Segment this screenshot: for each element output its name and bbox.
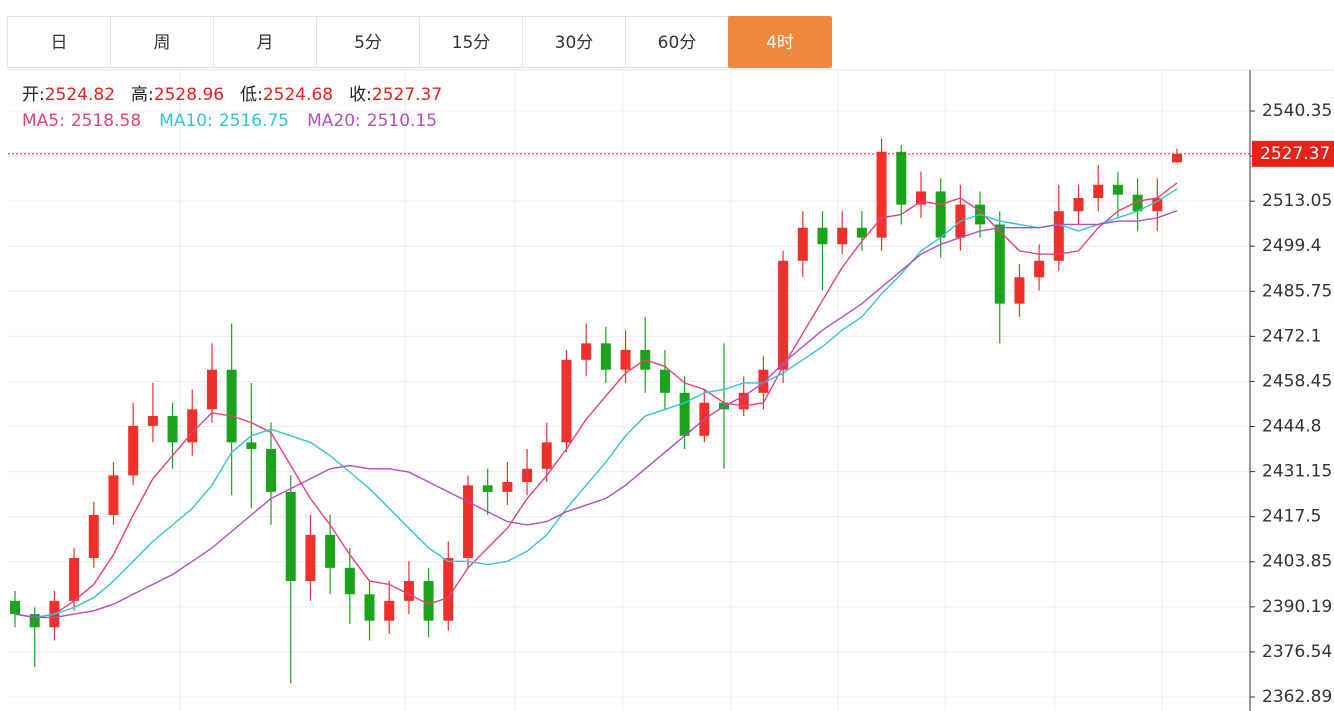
ma-line <box>14 182 1178 619</box>
info-value: 2527.37 <box>372 85 442 105</box>
candle-body <box>738 392 749 410</box>
info-key: 高: <box>131 85 154 105</box>
last-price-box <box>1252 140 1334 167</box>
candle-body <box>896 151 907 205</box>
period-tab[interactable]: 5分 <box>316 16 420 68</box>
candle-body <box>1014 277 1025 304</box>
candle-body <box>69 557 80 601</box>
candle-body <box>1152 198 1163 212</box>
candle-body <box>935 191 946 238</box>
legend-name: MA20: <box>307 111 361 131</box>
candle-body <box>285 491 296 582</box>
period-tab[interactable]: 月 <box>213 16 317 68</box>
candle-body <box>344 567 355 595</box>
legend-value: 2516.75 <box>219 111 289 131</box>
candle-body <box>246 442 257 449</box>
legend-value: 2518.58 <box>71 111 141 131</box>
ohlc-info: 开:2524.82 高:2528.96 低:2524.68 收:2527.37 <box>22 85 442 105</box>
candle-body <box>876 151 887 238</box>
info-key: 收: <box>349 85 372 105</box>
candle-body <box>502 482 513 492</box>
candle-body <box>994 224 1005 304</box>
candle-body <box>600 343 611 370</box>
candle-body <box>915 191 926 205</box>
y-tick-label: 2376.54 <box>1262 642 1332 662</box>
ma-line <box>14 210 1178 619</box>
candle-body <box>167 415 178 443</box>
legend-value: 2510.15 <box>367 111 437 131</box>
candle-body <box>522 468 533 483</box>
candle-body <box>797 227 808 261</box>
candle-body <box>856 227 867 238</box>
candle-body <box>758 369 769 393</box>
candle-body <box>364 594 375 621</box>
last-price-label: 2527.37 <box>1260 144 1330 164</box>
y-tick-label: 2499.4 <box>1262 236 1321 256</box>
period-tab[interactable]: 周 <box>110 16 214 68</box>
info-value: 2524.68 <box>263 85 333 105</box>
legend-name: MA5: <box>22 111 65 131</box>
period-tab[interactable]: 4时 <box>728 16 832 68</box>
period-tab[interactable]: 15分 <box>419 16 523 68</box>
ma-line <box>14 188 1178 619</box>
candle-body <box>1132 194 1143 212</box>
candle-body <box>423 581 434 621</box>
candle-body <box>384 600 395 621</box>
candle-body <box>206 369 217 410</box>
y-tick-label: 2417.5 <box>1262 507 1321 527</box>
candle-body <box>581 343 592 360</box>
candle-body <box>541 442 552 469</box>
candle-body <box>462 485 473 558</box>
info-value: 2528.96 <box>154 85 224 105</box>
candle-body <box>403 581 414 601</box>
candle-body <box>659 369 670 393</box>
candle-body <box>1034 260 1045 278</box>
candle-body <box>305 534 316 582</box>
period-tab[interactable]: 60分 <box>625 16 729 68</box>
candle-body <box>1053 211 1064 261</box>
candle-body <box>561 359 572 443</box>
candle-body <box>817 227 828 245</box>
candle-body <box>29 614 40 628</box>
y-tick-label: 2362.89 <box>1262 687 1332 707</box>
candle-body <box>443 557 454 621</box>
candle-body <box>187 409 198 443</box>
y-tick-label: 2513.05 <box>1262 191 1332 211</box>
candle-body <box>679 392 690 436</box>
candle-body <box>108 475 119 516</box>
candle-body <box>1093 184 1104 199</box>
candle-body <box>88 515 99 558</box>
candle-body <box>837 227 848 245</box>
candle-body <box>778 260 789 370</box>
candle-body <box>1172 153 1182 163</box>
candle-body <box>325 534 336 568</box>
y-tick-label: 2403.85 <box>1262 552 1332 572</box>
y-tick-label: 2444.8 <box>1262 417 1321 437</box>
y-tick-label: 2540.35 <box>1262 101 1332 121</box>
y-tick-label: 2472.1 <box>1262 326 1321 346</box>
info-key: 开: <box>22 85 45 105</box>
candle-body <box>128 425 139 476</box>
info-value: 2524.82 <box>45 85 115 105</box>
candle-body <box>147 415 158 426</box>
candle-body <box>266 448 277 492</box>
ma-info: MA5: 2518.58 MA10: 2516.75 MA20: 2510.15 <box>22 111 437 131</box>
period-tab[interactable]: 日 <box>7 16 111 68</box>
candle-body <box>10 600 20 615</box>
info-key: 低: <box>240 85 263 105</box>
period-tabs: 日周月 5分 15分 30分 60分 4时 <box>7 16 832 68</box>
y-tick-label: 2431.15 <box>1262 462 1332 482</box>
candle-body <box>226 369 237 443</box>
candle-body <box>1073 198 1084 212</box>
period-tab[interactable]: 30分 <box>522 16 626 68</box>
y-tick-label: 2390.19 <box>1262 597 1332 617</box>
candle-body <box>1112 184 1123 195</box>
y-tick-label: 2485.75 <box>1262 281 1332 301</box>
legend-name: MA10: <box>159 111 213 131</box>
candle-body <box>482 485 493 492</box>
y-tick-label: 2458.45 <box>1262 371 1332 391</box>
candle-body <box>620 349 631 370</box>
